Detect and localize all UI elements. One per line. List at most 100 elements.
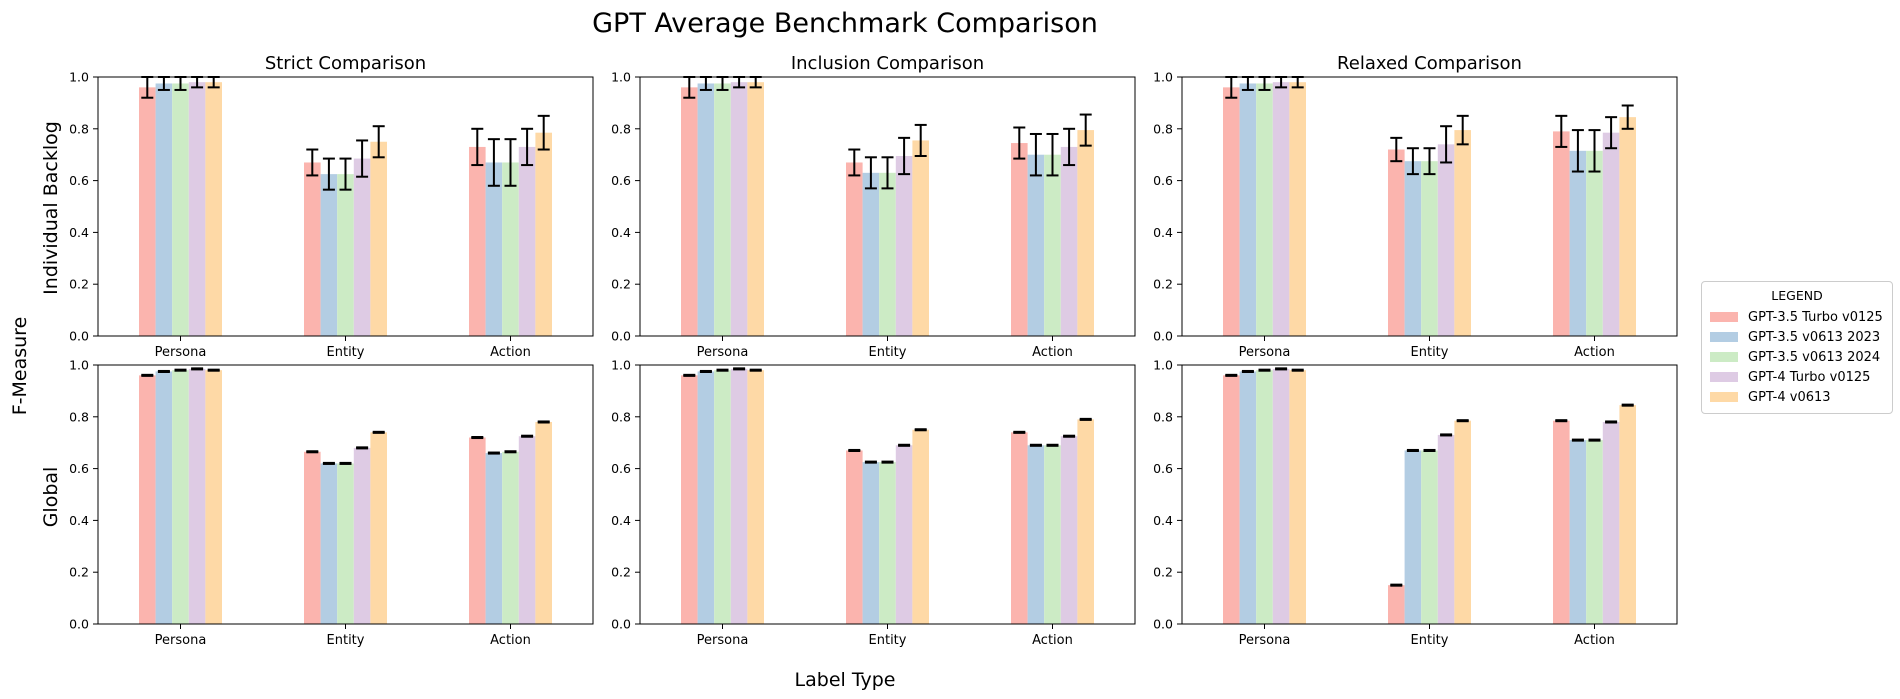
bar <box>518 146 536 336</box>
bar <box>485 162 503 336</box>
x-tick-label: Persona <box>1239 633 1291 648</box>
bar <box>1239 371 1257 624</box>
y-tick-label: 0.4 <box>611 225 631 240</box>
y-tick-label: 0.8 <box>1153 121 1173 136</box>
bar <box>502 162 519 336</box>
bar <box>1586 150 1603 336</box>
bar <box>714 370 731 624</box>
bar <box>681 375 698 624</box>
y-tick-label: 0.0 <box>1153 329 1173 344</box>
bar <box>1586 440 1603 624</box>
y-tick-label: 0.4 <box>69 225 89 240</box>
legend-label: GPT-4 Turbo v0125 <box>1748 369 1871 385</box>
figure-y-label: F-Measure <box>9 317 31 416</box>
bar <box>1421 450 1438 624</box>
bar <box>1619 405 1636 624</box>
x-tick-label: Persona <box>155 345 207 360</box>
x-tick-label: Entity <box>1411 633 1449 648</box>
bar <box>730 82 748 337</box>
x-tick-label: Persona <box>155 633 207 648</box>
bar <box>1569 440 1587 624</box>
panel-title: Strict Comparison <box>265 53 426 74</box>
bar <box>1437 144 1455 336</box>
bar <box>846 450 863 624</box>
y-tick-label: 0.2 <box>69 277 89 292</box>
y-tick-label: 0.6 <box>1153 461 1173 476</box>
legend-swatch <box>1710 392 1738 402</box>
bar <box>1044 154 1061 336</box>
bar <box>172 83 189 336</box>
legend-label: GPT-3.5 v0613 2024 <box>1748 349 1881 365</box>
x-tick-label: Action <box>490 633 531 648</box>
legend-title: LEGEND <box>1771 288 1823 303</box>
x-tick-label: Entity <box>869 345 907 360</box>
y-tick-label: 0.4 <box>1153 225 1173 240</box>
legend-swatch <box>1710 312 1738 322</box>
y-tick-label: 0.2 <box>69 565 89 580</box>
bar <box>205 370 222 624</box>
x-tick-label: Entity <box>1411 345 1449 360</box>
y-tick-label: 0.6 <box>69 461 89 476</box>
bar <box>1256 370 1273 624</box>
legend-item: GPT-4 v0613 <box>1710 387 1884 407</box>
bar <box>502 451 519 624</box>
bar <box>188 368 206 624</box>
figure-title: GPT Average Benchmark Comparison <box>592 8 1098 39</box>
x-tick-label: Action <box>490 345 531 360</box>
bar <box>1223 87 1240 336</box>
bar <box>1619 117 1636 337</box>
bar <box>139 87 156 336</box>
bar <box>353 447 371 624</box>
bar <box>1044 445 1061 624</box>
legend-item: GPT-4 Turbo v0125 <box>1710 367 1884 387</box>
y-tick-label: 1.0 <box>1153 70 1173 85</box>
bar <box>485 453 503 624</box>
bar <box>1388 149 1405 336</box>
bar <box>1272 368 1290 624</box>
bar <box>370 141 387 336</box>
y-tick-label: 0.2 <box>1153 277 1173 292</box>
bar <box>846 162 863 336</box>
x-tick-label: Action <box>1032 345 1073 360</box>
bar <box>895 445 913 624</box>
x-tick-label: Entity <box>327 633 365 648</box>
y-tick-label: 0.0 <box>1153 617 1173 632</box>
bar <box>1223 375 1240 624</box>
legend: LEGEND GPT-3.5 Turbo v0125 GPT-3.5 v0613… <box>1701 281 1893 414</box>
bar <box>1272 82 1290 337</box>
bar <box>1602 421 1620 624</box>
bar <box>1060 436 1078 624</box>
bar <box>337 463 354 624</box>
bar <box>1553 420 1570 624</box>
bar <box>518 436 536 624</box>
legend-swatch <box>1710 352 1738 362</box>
y-tick-label: 0.2 <box>611 277 631 292</box>
row-label-bottom: Global <box>40 467 62 528</box>
bar <box>320 463 338 624</box>
bar <box>304 162 321 336</box>
bar <box>139 375 156 624</box>
legend-label: GPT-4 v0613 <box>1748 389 1831 405</box>
bar <box>535 421 552 624</box>
x-tick-label: Persona <box>697 633 749 648</box>
bar <box>1602 132 1620 336</box>
bar <box>535 132 552 336</box>
bar <box>320 174 338 336</box>
y-tick-label: 0.8 <box>69 409 89 424</box>
y-tick-label: 0.0 <box>611 329 631 344</box>
x-tick-label: Persona <box>1239 345 1291 360</box>
x-tick-label: Action <box>1032 633 1073 648</box>
y-tick-label: 0.6 <box>611 173 631 188</box>
bar <box>155 371 173 624</box>
bar <box>1239 83 1257 336</box>
y-tick-label: 0.0 <box>69 329 89 344</box>
bar <box>697 83 715 336</box>
y-tick-label: 0.0 <box>69 617 89 632</box>
bar <box>353 158 371 336</box>
y-tick-label: 0.6 <box>1153 173 1173 188</box>
bar <box>1388 585 1405 624</box>
y-tick-label: 1.0 <box>611 70 631 85</box>
y-tick-label: 1.0 <box>611 358 631 373</box>
y-tick-label: 1.0 <box>69 358 89 373</box>
